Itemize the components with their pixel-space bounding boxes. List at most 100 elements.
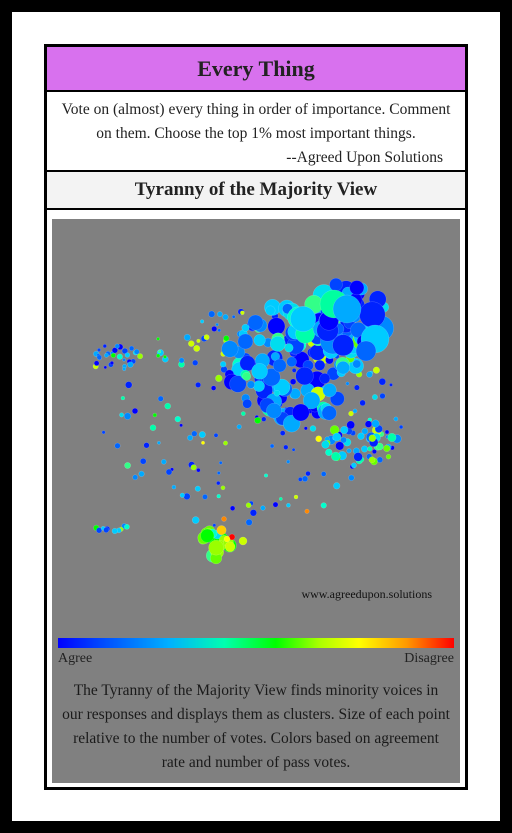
cluster-point bbox=[364, 420, 373, 428]
cluster-point bbox=[383, 444, 391, 452]
cluster-point bbox=[110, 352, 116, 358]
cluster-point bbox=[385, 454, 392, 460]
cluster-point bbox=[321, 405, 337, 421]
cluster-point bbox=[340, 436, 347, 444]
cluster-point bbox=[254, 416, 262, 424]
cluster-point bbox=[164, 402, 171, 410]
cluster-point bbox=[121, 347, 129, 355]
cluster-point bbox=[194, 485, 201, 492]
cluster-point bbox=[352, 359, 362, 369]
cluster-point bbox=[137, 353, 144, 360]
scale-label-agree: Agree bbox=[58, 651, 93, 666]
cluster-point bbox=[132, 474, 139, 481]
cluster-point bbox=[368, 456, 376, 464]
cluster-point bbox=[179, 423, 183, 428]
cluster-point bbox=[216, 494, 221, 499]
cluster-point bbox=[193, 344, 201, 352]
cluster-point bbox=[203, 334, 210, 341]
cluster-point bbox=[215, 322, 219, 327]
cluster-point bbox=[398, 424, 404, 430]
cluster-point bbox=[183, 333, 191, 341]
cluster-point bbox=[335, 441, 345, 451]
cluster-point bbox=[371, 394, 378, 401]
cluster-point bbox=[93, 360, 100, 367]
cluster-point bbox=[109, 360, 114, 366]
cluster-point bbox=[346, 448, 352, 454]
cluster-point bbox=[302, 391, 321, 410]
cluster-point bbox=[156, 353, 161, 358]
cluster-point bbox=[111, 527, 118, 535]
cluster-point bbox=[379, 392, 386, 400]
cluster-point bbox=[114, 343, 120, 349]
cluster-point bbox=[348, 474, 355, 481]
cluster-point bbox=[387, 433, 397, 442]
cluster-point bbox=[200, 319, 205, 324]
cluster-point bbox=[261, 416, 267, 422]
cluster-point bbox=[289, 378, 297, 385]
card: Every Thing Vote on (almost) every thing… bbox=[44, 44, 468, 790]
cluster-point bbox=[161, 459, 167, 465]
cluster-point bbox=[265, 305, 276, 316]
cluster-point bbox=[246, 380, 255, 389]
cluster-point bbox=[340, 425, 349, 435]
cluster-point bbox=[208, 310, 216, 318]
cluster-point bbox=[213, 432, 219, 438]
cluster-point bbox=[216, 471, 221, 475]
cluster-point bbox=[190, 464, 197, 471]
cluster-point bbox=[260, 505, 266, 511]
cluster-point bbox=[263, 473, 269, 478]
cluster-point bbox=[367, 446, 373, 452]
cluster-point bbox=[359, 301, 386, 328]
cluster-point bbox=[355, 340, 377, 362]
cluster-point bbox=[320, 471, 327, 477]
cluster-point bbox=[196, 338, 201, 343]
scale-label-disagree: Disagree bbox=[404, 651, 454, 666]
cluster-point bbox=[267, 317, 286, 336]
cluster-point bbox=[210, 385, 217, 391]
cluster-point bbox=[292, 403, 310, 422]
cluster-point bbox=[165, 468, 173, 476]
cluster-point bbox=[272, 358, 287, 373]
section-title: Tyranny of the Majority View bbox=[47, 172, 465, 210]
cluster-point bbox=[346, 420, 355, 430]
cluster-point bbox=[251, 363, 268, 380]
cluster-point bbox=[216, 525, 227, 536]
cluster-point bbox=[215, 374, 223, 382]
cluster-point bbox=[104, 352, 109, 358]
cluster-point bbox=[368, 434, 377, 443]
cluster-point bbox=[319, 373, 331, 384]
cluster-point bbox=[192, 359, 199, 366]
cluster-point bbox=[223, 535, 231, 543]
cluster-point bbox=[321, 440, 330, 449]
cluster-point bbox=[353, 384, 360, 391]
cluster-point bbox=[116, 353, 123, 360]
cluster-point bbox=[384, 429, 390, 435]
cluster-point bbox=[219, 361, 227, 368]
cluster-point bbox=[174, 415, 181, 423]
cluster-point bbox=[269, 443, 275, 449]
cluster-point bbox=[157, 395, 164, 402]
cluster-point bbox=[348, 410, 354, 417]
cluster-point bbox=[247, 314, 264, 331]
cluster-point bbox=[240, 310, 245, 316]
cluster-point bbox=[111, 347, 118, 354]
description-panel: Vote on (almost) every thing in order of… bbox=[47, 92, 465, 172]
cluster-point bbox=[103, 527, 110, 533]
cluster-point bbox=[249, 509, 257, 517]
cluster-point bbox=[279, 430, 286, 436]
cluster-point bbox=[309, 425, 317, 432]
cluster-point bbox=[371, 449, 377, 455]
cluster-point bbox=[133, 348, 140, 355]
cluster-point bbox=[322, 383, 337, 398]
cluster-point bbox=[242, 371, 252, 381]
explanation-text: The Tyranny of the Majority View finds m… bbox=[62, 682, 450, 771]
page-title-text: Every Thing bbox=[197, 55, 315, 81]
cluster-point bbox=[222, 314, 229, 321]
cluster-point bbox=[286, 503, 291, 508]
cluster-point bbox=[269, 336, 286, 352]
cluster-point bbox=[376, 456, 384, 463]
cluster-point bbox=[218, 460, 223, 465]
description-text: Vote on (almost) every thing in order of… bbox=[61, 101, 451, 142]
cluster-point bbox=[332, 294, 362, 324]
cluster-point bbox=[372, 366, 380, 374]
